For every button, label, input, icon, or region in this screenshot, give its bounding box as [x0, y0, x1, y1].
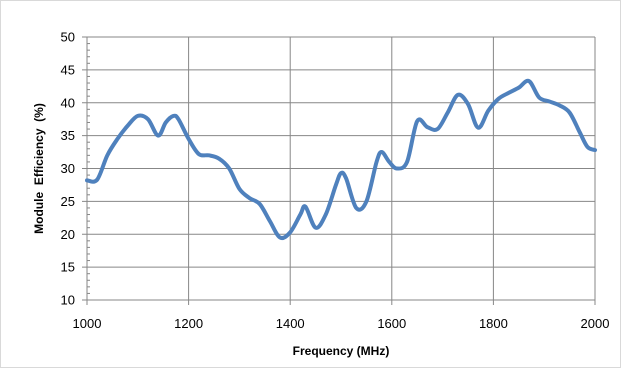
- y-tick-label: 45: [61, 62, 75, 77]
- y-tick-label: 10: [61, 293, 75, 308]
- y-tick-label: 30: [61, 161, 75, 176]
- y-tick-label: 15: [61, 260, 75, 275]
- y-tick-label: 50: [61, 30, 75, 45]
- y-tick-label: 20: [61, 227, 75, 242]
- y-axis-title: Module Efficiency (%): [32, 103, 46, 234]
- axes: [82, 36, 596, 305]
- tick-labels: 10 15 20 25 30 35 40 45 50 1000 1200 1400 1600 1800 20…: [61, 30, 610, 332]
- y-tick-label: 35: [61, 128, 75, 143]
- y-tick-label: 40: [61, 95, 75, 110]
- x-tick-label: 2000: [581, 316, 610, 331]
- y-tick-label: 25: [61, 194, 75, 209]
- efficiency-series-line: [85, 78, 597, 241]
- x-tick-label: 1800: [479, 316, 508, 331]
- series-layer: [85, 78, 597, 241]
- gridlines: [87, 36, 596, 300]
- x-axis-title: Frequency (MHz): [293, 344, 390, 358]
- x-tick-label: 1000: [73, 316, 102, 331]
- x-tick-label: 1600: [377, 316, 406, 331]
- x-tick-label: 1200: [174, 316, 203, 331]
- x-tick-label: 1400: [276, 316, 305, 331]
